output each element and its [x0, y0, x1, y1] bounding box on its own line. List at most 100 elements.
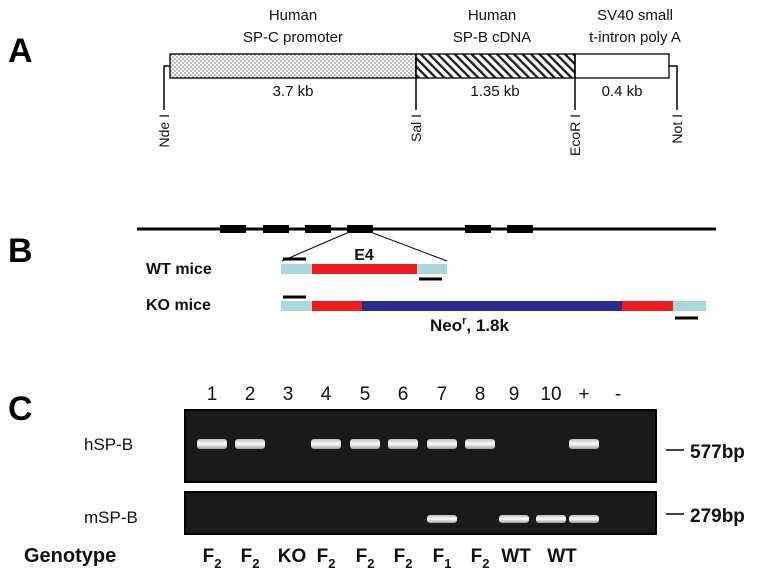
polya-box — [574, 53, 670, 79]
exon-block — [507, 225, 533, 233]
genotype-value: F2 — [356, 546, 375, 571]
promoter-box — [169, 53, 417, 79]
genotype-base: F — [471, 546, 483, 567]
cdna-header-line2: SP-B cDNA — [453, 29, 531, 46]
neo-label-size: , 1.8k — [466, 316, 509, 335]
genotype-base: F — [317, 546, 329, 567]
genotype-base: F — [356, 546, 368, 567]
site-not: Not I — [669, 114, 685, 144]
genotype-base: F — [394, 546, 406, 567]
construct-diagram — [163, 53, 678, 110]
gene-locus — [137, 225, 716, 262]
genotype-sub: 2 — [252, 556, 259, 571]
zoom-line-right — [372, 232, 448, 262]
genotype-value: F2 — [241, 546, 260, 571]
genotype-value: WT — [547, 546, 577, 567]
cdna-box — [415, 53, 576, 79]
ko-flank-left — [281, 301, 312, 311]
genotype-value: F2 — [471, 546, 490, 571]
lane-label: 6 — [398, 384, 409, 405]
gel-row-label-mspb: mSP-B — [84, 508, 138, 527]
gel-band — [465, 439, 495, 449]
ko-exon-left — [312, 301, 362, 311]
lane-label: 2 — [245, 384, 256, 405]
ko-allele — [281, 295, 706, 320]
gel-band — [569, 439, 599, 449]
lane-label: 5 — [360, 384, 371, 405]
zoom-line-left — [281, 232, 348, 262]
gel-band — [311, 439, 341, 449]
polya-header-line1: SV40 small — [597, 7, 673, 24]
exon-block — [347, 225, 373, 233]
ko-flank-right — [673, 301, 706, 311]
genotype-base: WT — [547, 546, 577, 567]
ko-mice-label: KO mice — [146, 297, 211, 314]
neo-cassette — [362, 301, 622, 311]
polya-size: 0.4 kb — [602, 83, 643, 100]
wt-flank-right — [417, 264, 447, 274]
wt-mice-label: WT mice — [146, 261, 212, 278]
wt-allele — [281, 257, 447, 281]
site-eco: EcoR I — [567, 114, 583, 156]
wt-exon — [312, 264, 417, 274]
gel-band — [350, 439, 380, 449]
genotype-base: WT — [501, 546, 531, 567]
neo-label: Neor, 1.8k — [430, 315, 509, 335]
lane-labels: 1 2 3 4 5 6 7 8 9 10 + - — [207, 384, 621, 405]
gel-band — [569, 515, 599, 523]
exon-block — [465, 225, 491, 233]
lane-label: 9 — [509, 384, 520, 405]
gel-band — [427, 439, 457, 449]
exon-block — [305, 225, 331, 233]
site-sal: Sal I — [408, 114, 424, 142]
exon-label: E4 — [354, 247, 374, 264]
genotype-value: WT — [501, 546, 531, 567]
neo-label-sup: r — [462, 315, 467, 327]
lane-label: 10 — [540, 384, 561, 405]
lane-label: + — [578, 384, 589, 405]
size-label-577: 577bp — [690, 442, 745, 463]
gel-band — [388, 439, 418, 449]
gel-band — [536, 515, 566, 523]
exon-block — [220, 225, 246, 233]
gel-bands — [197, 439, 599, 523]
cdna-header-line1: Human — [468, 7, 516, 24]
genotype-sub: 2 — [482, 556, 489, 571]
genotype-sub: 2 — [367, 556, 374, 571]
panel-b-label: B — [8, 232, 33, 270]
promoter-header-line2: SP-C promoter — [243, 29, 343, 46]
lane-label: 3 — [283, 384, 294, 405]
genotype-sub: 1 — [444, 556, 451, 571]
genotype-base: F — [241, 546, 253, 567]
lane-label: 1 — [207, 384, 218, 405]
lane-label: - — [615, 384, 621, 405]
genotype-value: F2 — [317, 546, 336, 571]
ko-exon-right — [622, 301, 673, 311]
panel-a-label: A — [8, 32, 33, 70]
promoter-size: 3.7 kb — [273, 83, 314, 100]
genotype-base: F — [433, 546, 445, 567]
wt-flank-left — [281, 264, 312, 274]
genotype-sub: 2 — [328, 556, 335, 571]
lane-label: 4 — [321, 384, 332, 405]
cdna-size: 1.35 kb — [470, 83, 519, 100]
not-site-line — [669, 65, 678, 110]
gel-row-label-hspb: hSP-B — [84, 435, 133, 454]
genotype-sub: 2 — [214, 556, 221, 571]
gel-band — [197, 439, 227, 449]
gel-mspb — [184, 491, 657, 535]
genotype-base: KO — [278, 546, 307, 567]
gel-band — [427, 515, 457, 523]
site-nde: Nde I — [156, 114, 172, 147]
polya-header-line2: t-intron poly A — [589, 29, 681, 46]
genotype-value: KO — [278, 546, 307, 567]
genotype-sub: 2 — [405, 556, 412, 571]
genotype-label: Genotype — [24, 545, 116, 567]
gel-band — [499, 515, 529, 523]
lane-label: 7 — [437, 384, 448, 405]
size-label-279: 279bp — [690, 506, 745, 527]
genotype-value: F2 — [203, 546, 222, 571]
panel-c-label: C — [8, 390, 33, 428]
genotype-value: F1 — [433, 546, 452, 571]
